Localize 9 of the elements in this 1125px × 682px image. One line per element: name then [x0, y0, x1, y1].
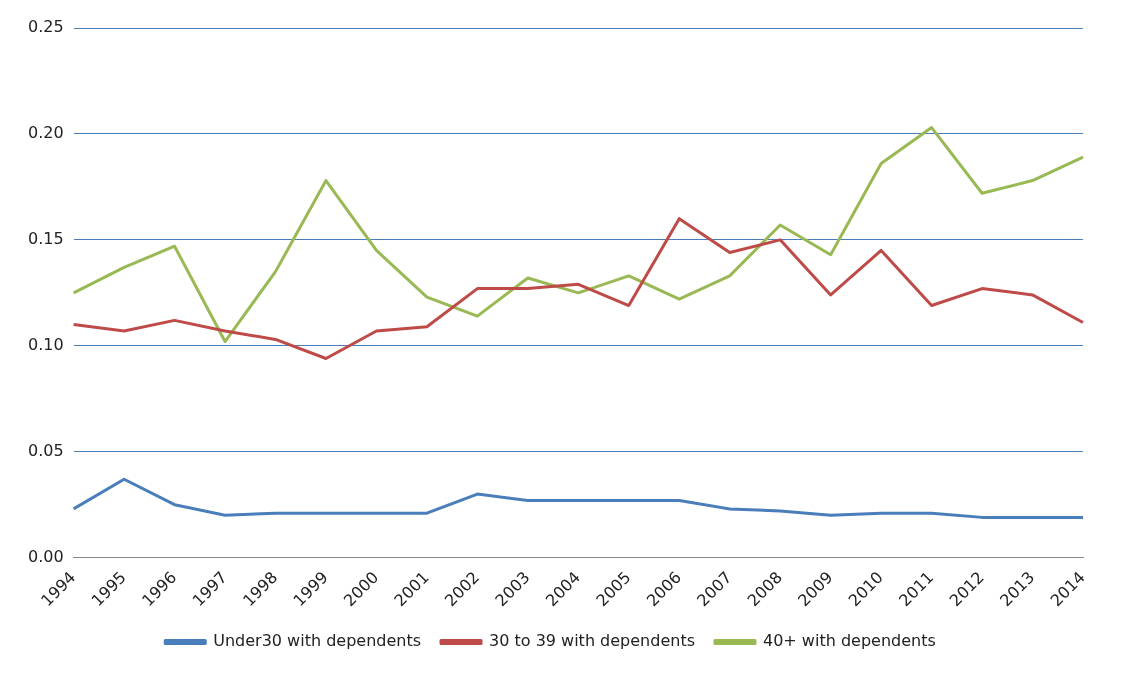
y-tick-label: 0.20 — [28, 123, 64, 143]
y-tick-label: 0.25 — [28, 17, 64, 37]
y-tick-label: 0.15 — [28, 229, 64, 249]
legend-label: Under30 with dependents — [213, 631, 422, 651]
y-tick-label: 0.00 — [28, 546, 64, 566]
legend-label: 40+ with dependents — [762, 631, 936, 651]
y-tick-label: 0.10 — [28, 334, 64, 354]
y-tick-label: 0.05 — [28, 440, 64, 460]
legend-label: 30 to 39 with dependents — [489, 631, 695, 651]
